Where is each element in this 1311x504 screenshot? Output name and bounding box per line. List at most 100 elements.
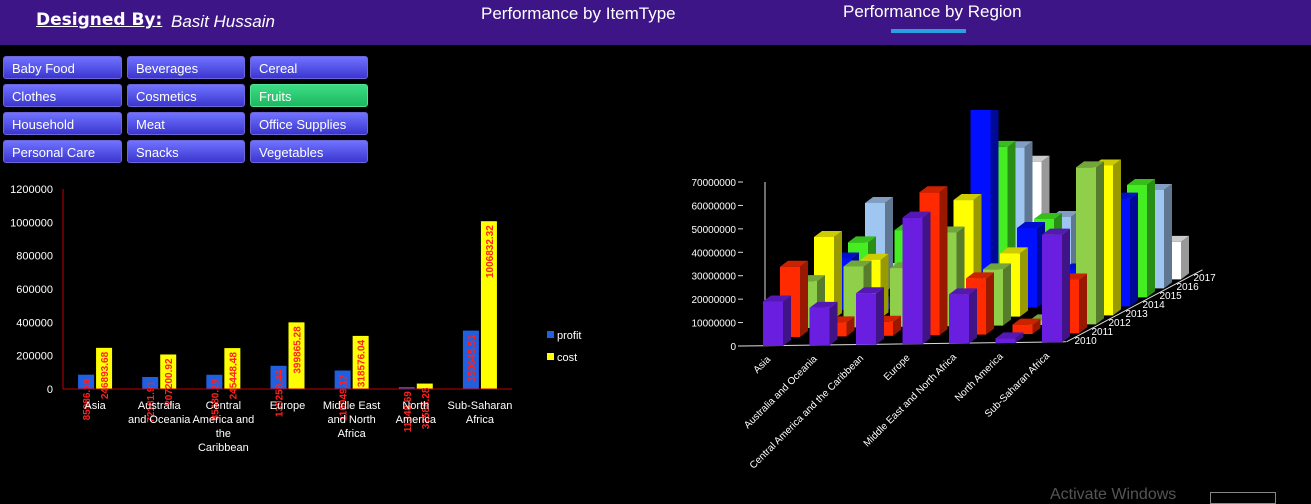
depth-tick-label: 2015 (1160, 291, 1183, 302)
slicer-item-fruits[interactable]: Fruits (250, 84, 368, 107)
bar3d-side (1130, 192, 1138, 307)
bar3d-side (876, 287, 884, 345)
bar3d-side (1015, 332, 1024, 343)
bar3d-front (809, 307, 830, 346)
y-tick-label: 400000 (16, 317, 53, 329)
y-tick-label: 30000000 (692, 272, 737, 283)
slicer-item-meat[interactable]: Meat (127, 112, 245, 135)
data-label-cost: 399865.28 (293, 326, 304, 374)
x-tick-label: Middle East (323, 400, 380, 412)
x-tick-label: Sub-Saharan (448, 400, 513, 412)
depth-tick-label: 2011 (1092, 327, 1114, 338)
bar-cost (288, 322, 305, 389)
bar-profit (206, 374, 223, 389)
bar3d-side (1032, 318, 1041, 334)
x-tick-label: Europe (270, 400, 305, 412)
data-label-profit: 110949.17 (339, 374, 350, 421)
depth-axis-line (1066, 269, 1203, 343)
slicer-item-clothes[interactable]: Clothes (3, 84, 122, 107)
bar-cost (480, 221, 497, 389)
x-tick-label: Africa (338, 428, 367, 440)
bar3d-2010 (995, 332, 1024, 343)
x-tick-label: Caribbean (198, 442, 249, 454)
designed-by-label: Designed By: (36, 10, 163, 30)
slicer-item-snacks[interactable]: Snacks (127, 140, 245, 163)
data-label-cost: 246893.68 (100, 351, 111, 399)
bar3d-top (1000, 247, 1028, 254)
y-tick-label: 0 (730, 342, 736, 353)
slicer-item-vegetables[interactable]: Vegetables (250, 140, 368, 163)
x-tick-label: North (402, 400, 429, 412)
depth-tick-label: 2017 (1194, 273, 1217, 284)
y-tick-label: 1200000 (10, 184, 53, 196)
bar3d-side (1164, 184, 1172, 289)
slicer-item-cereal[interactable]: Cereal (250, 56, 368, 79)
bar3d-2011 (1012, 318, 1041, 334)
y-tick-label: 200000 (16, 351, 53, 363)
depth-tick-label: 2010 (1075, 336, 1098, 347)
bar3d-top (780, 260, 808, 267)
x-tick-label: Africa (466, 414, 495, 426)
y-tick-label: 20000000 (692, 295, 737, 306)
bar3d-front (763, 301, 783, 346)
x-tick-label: and Oceania (128, 414, 191, 426)
data-label-profit: 85480.29 (210, 378, 221, 420)
bar3d-top (865, 196, 893, 203)
bar-profit (462, 330, 479, 389)
bar3d-front (949, 294, 969, 344)
bar3d-side (1079, 273, 1087, 334)
legend-swatch-cost (547, 353, 554, 360)
slicer-item-baby-food[interactable]: Baby Food (3, 56, 122, 79)
tab-performance-by-region[interactable]: Performance by Region (843, 2, 1022, 21)
legend-label-cost: cost (557, 352, 577, 364)
slicer-item-household[interactable]: Household (3, 112, 122, 135)
bar3d-top (860, 253, 889, 260)
bar3d-2010 (856, 287, 884, 345)
bar3d-2010 (809, 301, 838, 346)
slicer-item-beverages[interactable]: Beverages (127, 56, 245, 79)
y-tick-label: 1000000 (10, 217, 53, 229)
bar3d-2010 (949, 288, 977, 344)
bar3d-side (1113, 159, 1121, 316)
bar3d-side (783, 295, 791, 346)
bar3d-front (856, 293, 876, 345)
author-name: Basit Hussain (171, 12, 275, 31)
bar3d-side (1003, 263, 1011, 326)
bar3d-top (966, 272, 994, 279)
bar3d-side (1020, 247, 1028, 317)
bar3d-top (843, 260, 872, 267)
bar3d-top (1042, 228, 1070, 235)
slicer-item-personal-care[interactable]: Personal Care (3, 140, 122, 163)
bar3d-top (763, 295, 791, 302)
bar3d-2010 (763, 295, 791, 346)
bar3d-side (893, 315, 901, 336)
data-label-cost: 318576.04 (357, 339, 368, 387)
y-tick-label: 40000000 (692, 248, 737, 259)
data-label-profit: 139259.44 (275, 369, 286, 417)
bar3d-side (829, 301, 838, 346)
depth-tick-label: 2016 (1177, 282, 1200, 293)
bar3d-top (983, 263, 1011, 270)
data-label-cost: 32586.28 (421, 387, 432, 429)
bar3d-top (953, 194, 982, 201)
bar3d-side (1181, 235, 1189, 280)
bar3d-side (846, 316, 855, 337)
slicer-item-cosmetics[interactable]: Cosmetics (127, 84, 245, 107)
bar3d-top (1076, 161, 1104, 168)
bar3d-top (919, 186, 948, 193)
bar3d-side (800, 260, 808, 337)
x-tick-label: Europe (882, 352, 913, 383)
tab-performance-by-itemtype[interactable]: Performance by ItemType (481, 4, 676, 23)
slicer-item-office-supplies[interactable]: Office Supplies (250, 112, 368, 135)
x-tick-label: Asia (84, 400, 106, 412)
bar3d-front (995, 338, 1016, 343)
bar3d-side (834, 231, 842, 319)
x-tick-label: and North (327, 414, 375, 426)
bar3d-top (902, 211, 931, 218)
bar3d-side (986, 272, 994, 335)
bar3d-2010 (1042, 228, 1070, 343)
bar-cost (224, 348, 241, 389)
bar3d-front (1042, 234, 1062, 343)
legend-label-profit: profit (557, 330, 581, 342)
bar-profit (270, 365, 287, 389)
